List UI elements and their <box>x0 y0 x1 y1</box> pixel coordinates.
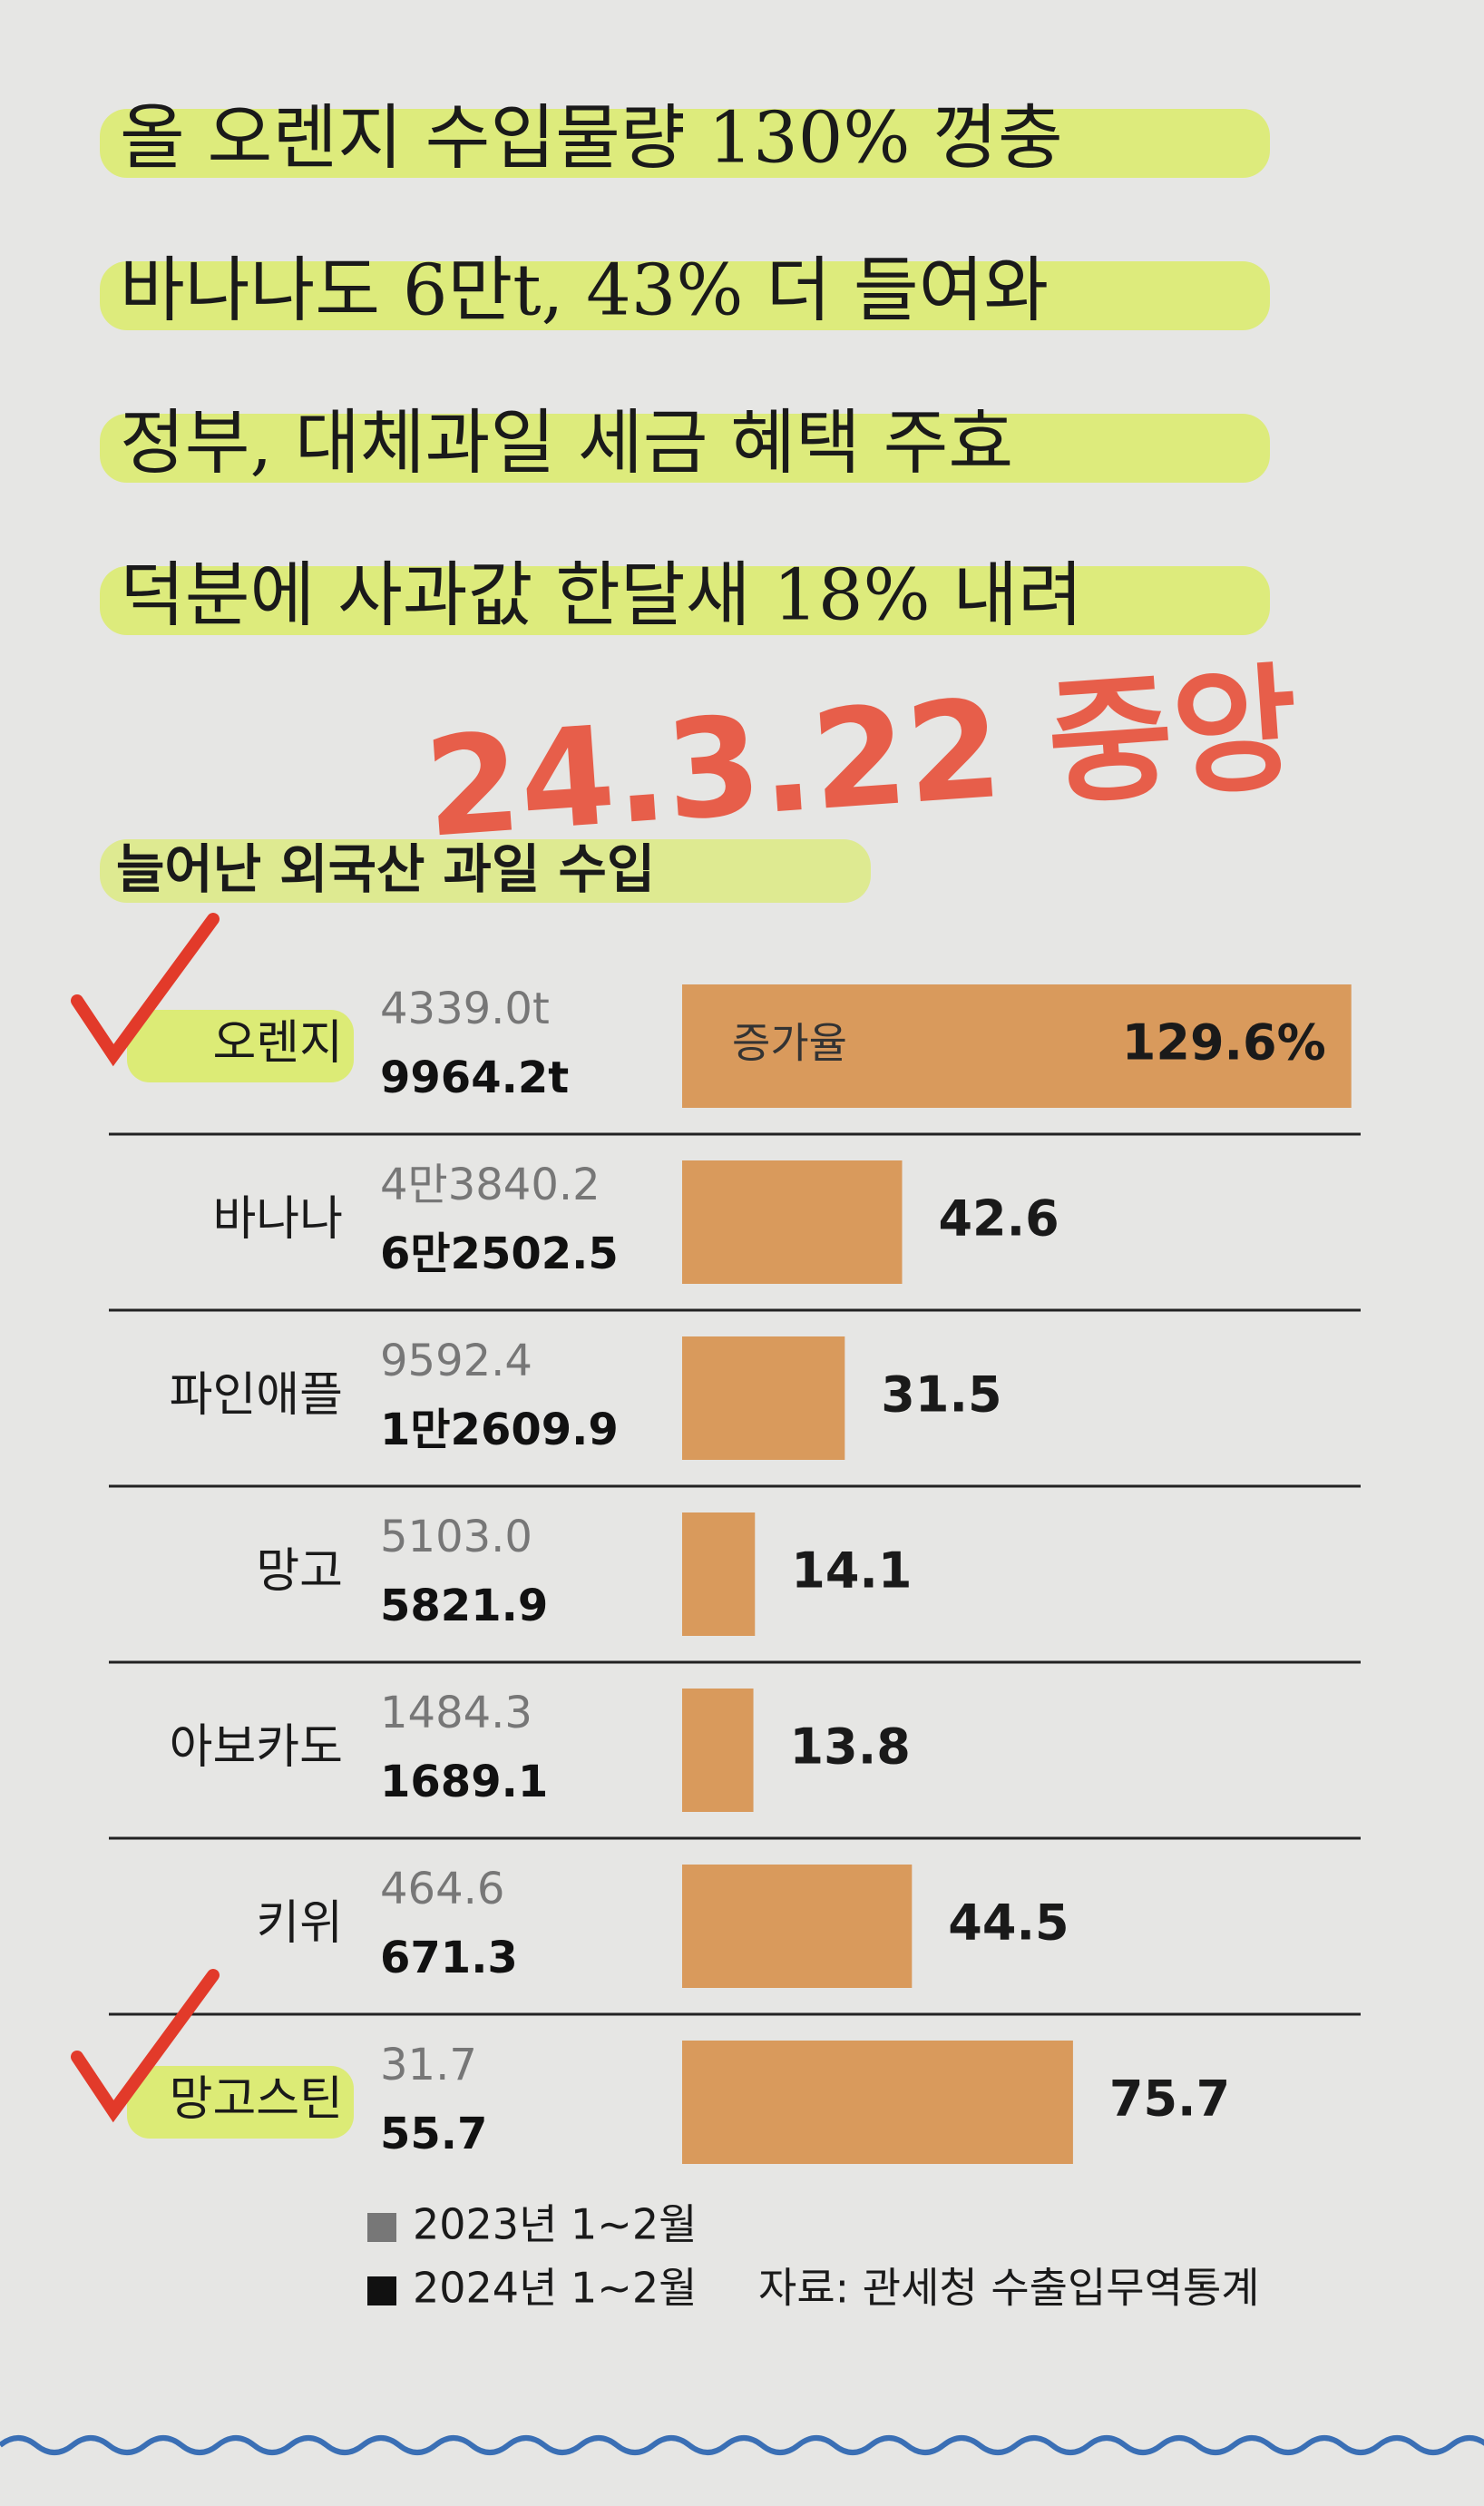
amount-label: 4만3840.2 <box>380 1160 600 1210</box>
amount-label: 9592.4 <box>380 1336 532 1386</box>
chart-title: 늘어난 외국산 과일 수입 <box>116 838 655 900</box>
legend-swatch <box>367 2213 396 2242</box>
headline: 올 오렌지 수입물량 130% 껑충 <box>120 98 1063 180</box>
highlight <box>127 2066 354 2139</box>
value-label: 31.5 <box>881 1366 1001 1424</box>
highlight <box>100 839 871 903</box>
headline: 정부, 대체과일 세금 혜택 주효 <box>120 403 1013 485</box>
amount-label: 9964.2t <box>380 1052 569 1103</box>
bar <box>682 1512 756 1636</box>
check-mark <box>71 913 220 1067</box>
bar <box>682 2041 1073 2164</box>
bar <box>682 1865 913 1988</box>
category-label: 키위 <box>256 1896 343 1951</box>
legend-swatch <box>367 2276 396 2305</box>
amount-label: 1484.3 <box>380 1688 532 1738</box>
amount-label: 1689.1 <box>380 1757 548 1807</box>
amount-label: 1만2609.9 <box>380 1405 619 1455</box>
amount-label: 671.3 <box>380 1933 518 1983</box>
amount-label: 31.7 <box>380 2040 477 2090</box>
highlight <box>100 109 1270 178</box>
category-label: 오렌지 <box>212 1016 343 1071</box>
bar <box>682 984 1352 1108</box>
highlight <box>100 566 1270 635</box>
check-mark <box>71 1969 220 2123</box>
source: 자료: 관세청 수출입무역통계 <box>758 2264 1260 2313</box>
headline: 덕분에 사과값 한달새 18% 내려 <box>120 555 1083 637</box>
category-label: 아보카도 <box>170 1720 343 1775</box>
highlight <box>100 414 1270 483</box>
amount-label: 6만2502.5 <box>380 1229 619 1279</box>
amount-label: 55.7 <box>380 2109 487 2159</box>
value-label: 42.6 <box>938 1190 1059 1248</box>
wave-border <box>0 2435 1484 2455</box>
headline: 바나나도 6만t, 43% 더 들여와 <box>120 250 1049 332</box>
bar-annotation: 증가율 <box>732 1019 847 1068</box>
legend-label: 2023년 1~2월 <box>413 2200 697 2249</box>
highlight <box>100 261 1270 330</box>
bar <box>682 1160 903 1284</box>
amount-label: 5821.9 <box>380 1581 548 1631</box>
highlight <box>127 1010 354 1082</box>
legend-label: 2024년 1~2월 <box>413 2264 697 2313</box>
value-label: 13.8 <box>790 1718 911 1776</box>
amount-label: 5103.0 <box>380 1512 532 1562</box>
category-label: 파인애플 <box>170 1368 343 1423</box>
bar <box>682 1689 754 1812</box>
bar <box>682 1336 845 1460</box>
value-label: 14.1 <box>791 1542 912 1600</box>
value-label: 44.5 <box>948 1894 1069 1952</box>
amount-label: 4339.0t <box>380 984 550 1034</box>
amount-label: 464.6 <box>380 1864 504 1914</box>
category-label: 망고 <box>256 1544 343 1599</box>
value-label: 75.7 <box>1109 2070 1230 2128</box>
value-label: 129.6% <box>1122 1014 1326 1072</box>
category-label: 바나나 <box>212 1192 343 1247</box>
category-label: 망고스틴 <box>170 2072 343 2127</box>
